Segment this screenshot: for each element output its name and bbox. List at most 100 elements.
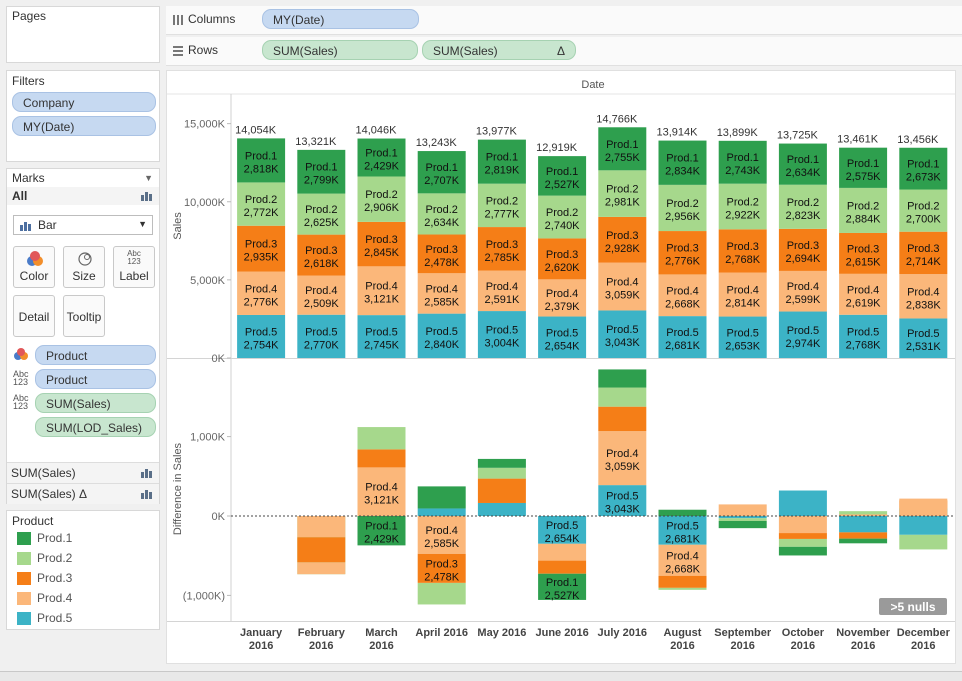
difference-segment bbox=[598, 369, 647, 388]
y-tick-label: 0K bbox=[212, 511, 226, 523]
bar-value-label: 2,834K bbox=[665, 166, 701, 178]
bar-value-label: 2,770K bbox=[304, 339, 340, 351]
bar-value-label: 2,745K bbox=[364, 340, 400, 352]
mark-field-product-label[interactable]: Product bbox=[35, 369, 156, 389]
bar-segment-label: Prod.4 bbox=[305, 285, 337, 297]
difference-segment bbox=[658, 516, 707, 545]
bar-segment bbox=[538, 156, 587, 196]
nulls-indicator bbox=[879, 598, 947, 615]
filter-company[interactable]: Company bbox=[12, 92, 156, 112]
bar-segment-label: Prod.3 bbox=[666, 243, 698, 255]
bar-segment-label: Prod.3 bbox=[847, 243, 879, 255]
bar-segment bbox=[417, 151, 466, 194]
mark-field-sum-lod-sales[interactable]: SUM(LOD_Sales) bbox=[35, 417, 156, 437]
bar-segment-label: Prod.2 bbox=[305, 204, 337, 216]
bar-value-label: 2,974K bbox=[785, 338, 821, 350]
difference-segment bbox=[538, 560, 587, 574]
pages-panel[interactable]: Pages bbox=[6, 6, 160, 63]
difference-segment bbox=[417, 508, 466, 516]
difference-segment bbox=[477, 478, 526, 503]
difference-segment bbox=[417, 486, 466, 509]
x-tick-label: November bbox=[836, 627, 891, 639]
bar-total-label: 14,046K bbox=[356, 125, 398, 137]
rows-shelf[interactable]: Rows SUM(Sales) SUM(Sales) Δ bbox=[166, 37, 962, 66]
bar-value-label: 2,740K bbox=[545, 220, 581, 232]
bar-value-label: 2,591K bbox=[484, 294, 520, 306]
marks-all-row[interactable]: All bbox=[7, 187, 159, 205]
bar-segment-label: Prod.4 bbox=[847, 284, 879, 296]
tooltip-button-label: Tooltip bbox=[66, 310, 102, 324]
bar-value-label: 2,755K bbox=[605, 152, 641, 164]
difference-segment bbox=[297, 516, 346, 538]
filter-mydate[interactable]: MY(Date) bbox=[12, 116, 156, 136]
tooltip-button[interactable]: Tooltip bbox=[63, 295, 105, 337]
bar-segment-label: Prod.4 bbox=[425, 283, 457, 295]
difference-segment-label: Prod.3 bbox=[425, 558, 457, 570]
bar-total-label: 13,914K bbox=[657, 127, 699, 139]
bar-segment-label: Prod.4 bbox=[546, 288, 578, 300]
bar-segment bbox=[477, 139, 526, 184]
bar-value-label: 2,776K bbox=[244, 296, 280, 308]
difference-value-label: 2,478K bbox=[424, 571, 460, 583]
size-button[interactable]: Size bbox=[63, 246, 105, 288]
bar-segment-label: Prod.5 bbox=[606, 324, 638, 336]
mark-field-product-color[interactable]: Product bbox=[35, 345, 156, 365]
difference-segment bbox=[598, 387, 647, 407]
bar-value-label: 2,707K bbox=[424, 175, 460, 187]
bar-segment-label: Prod.4 bbox=[907, 286, 939, 298]
x-tick-label: October bbox=[782, 627, 825, 639]
bar-value-label: 2,618K bbox=[304, 258, 340, 270]
bar-value-label: 2,845K bbox=[364, 247, 400, 259]
bar-segment-label: Prod.3 bbox=[245, 239, 277, 251]
bar-segment bbox=[778, 184, 827, 229]
marks-measure-row-2[interactable]: SUM(Sales) Δ bbox=[7, 483, 159, 504]
bar-segment-label: Prod.5 bbox=[787, 325, 819, 337]
bar-segment bbox=[778, 143, 827, 185]
difference-segment bbox=[839, 511, 888, 516]
bar-value-label: 3,043K bbox=[605, 337, 641, 349]
marks-measure-row-1[interactable]: SUM(Sales) bbox=[7, 462, 159, 483]
bar-value-label: 2,615K bbox=[846, 256, 882, 268]
bar-segment-label: Prod.3 bbox=[907, 243, 939, 255]
rows-pill-sales-delta-label: SUM(Sales) bbox=[433, 44, 498, 58]
color-button-label: Color bbox=[19, 269, 49, 283]
columns-shelf[interactable]: Columns MY(Date) bbox=[166, 6, 962, 35]
bar-segment bbox=[598, 310, 647, 358]
marks-dropdown-icon[interactable]: ▼ bbox=[144, 173, 153, 183]
bar-value-label: 2,935K bbox=[244, 252, 280, 264]
difference-value-label: 2,654K bbox=[545, 533, 581, 545]
x-tick-label: 2016 bbox=[670, 640, 694, 652]
difference-segment bbox=[297, 562, 346, 575]
bar-segment bbox=[538, 316, 587, 358]
mark-field-sum-sales[interactable]: SUM(Sales) bbox=[35, 393, 156, 413]
bar-segment bbox=[357, 221, 406, 267]
bar-segment bbox=[417, 273, 466, 314]
bar-segment bbox=[899, 189, 948, 232]
sheet-tab-strip[interactable] bbox=[0, 671, 962, 681]
rows-pill-sales[interactable]: SUM(Sales) bbox=[262, 40, 418, 60]
bar-segment-label: Prod.3 bbox=[606, 230, 638, 242]
bar-segment-label: Prod.1 bbox=[726, 152, 758, 164]
bar-segment bbox=[598, 170, 647, 217]
bar-total-label: 13,899K bbox=[717, 127, 759, 139]
bar-segment-label: Prod.5 bbox=[726, 327, 758, 339]
y-axis-title-difference: Difference in Sales bbox=[172, 442, 184, 535]
bar-segment-label: Prod.3 bbox=[365, 234, 397, 246]
bar-value-label: 2,620K bbox=[545, 262, 581, 274]
mark-type-select[interactable]: Bar ▼ bbox=[13, 215, 153, 235]
color-button[interactable]: Color bbox=[13, 246, 55, 288]
bar-value-label: 2,799K bbox=[304, 175, 340, 187]
difference-segment bbox=[718, 516, 767, 519]
columns-pill[interactable]: MY(Date) bbox=[262, 9, 419, 29]
rows-pill-sales-delta[interactable]: SUM(Sales) Δ bbox=[422, 40, 576, 60]
label-button-label: Label bbox=[119, 269, 149, 283]
label-button[interactable]: Abc 123 Label bbox=[113, 246, 155, 288]
bar-value-label: 2,714K bbox=[906, 256, 942, 268]
difference-segment bbox=[357, 516, 406, 546]
bar-value-label: 2,928K bbox=[605, 243, 641, 255]
difference-segment-label: Prod.4 bbox=[365, 482, 397, 494]
bar-segment-label: Prod.3 bbox=[726, 241, 758, 253]
detail-button[interactable]: Detail bbox=[13, 295, 55, 337]
bar-segment-label: Prod.2 bbox=[546, 207, 578, 219]
x-tick-label: 2016 bbox=[730, 640, 754, 652]
